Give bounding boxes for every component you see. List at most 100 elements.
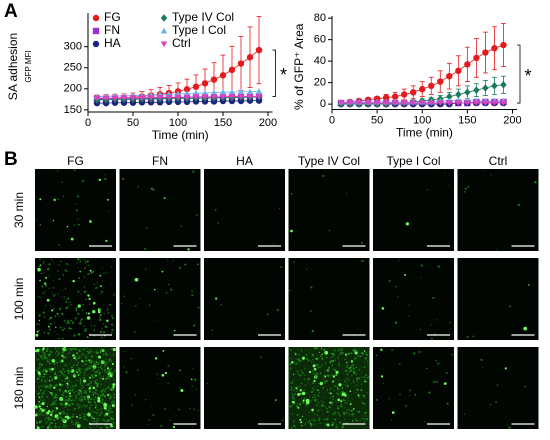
speckle bbox=[449, 321, 452, 324]
speckle bbox=[65, 322, 68, 324]
speckle bbox=[301, 372, 304, 375]
speckle bbox=[343, 413, 345, 415]
speckle bbox=[38, 314, 41, 317]
speckle bbox=[99, 395, 102, 398]
speckle bbox=[322, 388, 324, 390]
speckle bbox=[337, 407, 340, 410]
speckle bbox=[110, 411, 114, 414]
speckle bbox=[523, 326, 528, 331]
speckle bbox=[38, 413, 41, 416]
speckle bbox=[57, 170, 59, 172]
speckle bbox=[102, 353, 104, 355]
speckle bbox=[59, 416, 62, 419]
marker bbox=[464, 61, 471, 68]
speckle bbox=[348, 370, 351, 373]
speckle bbox=[82, 412, 84, 415]
speckle bbox=[47, 390, 49, 392]
speckle bbox=[45, 350, 49, 353]
speckle bbox=[78, 417, 81, 420]
image-bg bbox=[288, 258, 370, 340]
speckle bbox=[82, 400, 84, 402]
speckle bbox=[89, 359, 93, 362]
speckle bbox=[84, 370, 87, 372]
speckle bbox=[84, 418, 87, 420]
marker bbox=[219, 72, 227, 79]
speckle bbox=[349, 390, 352, 393]
speckle bbox=[71, 421, 73, 423]
speckle bbox=[76, 352, 79, 355]
x-tick-label: 0 bbox=[85, 117, 91, 129]
speckle bbox=[426, 188, 429, 191]
speckle bbox=[463, 190, 466, 193]
speckle bbox=[111, 404, 115, 408]
speckle bbox=[301, 391, 306, 396]
speckle bbox=[305, 353, 307, 356]
speckle bbox=[80, 396, 83, 398]
speckle bbox=[328, 229, 331, 232]
speckle bbox=[94, 396, 97, 399]
speckle bbox=[85, 368, 89, 371]
speckle bbox=[73, 169, 76, 172]
speckle bbox=[112, 400, 115, 403]
speckle bbox=[85, 298, 88, 301]
speckle bbox=[89, 348, 90, 350]
speckle bbox=[336, 387, 340, 391]
speckle bbox=[367, 363, 369, 365]
speckle bbox=[93, 370, 96, 373]
speckle bbox=[105, 381, 107, 383]
speckle bbox=[108, 418, 111, 422]
speckle bbox=[45, 421, 48, 424]
speckle bbox=[45, 401, 47, 402]
speckle bbox=[62, 410, 65, 413]
speckle bbox=[348, 414, 350, 416]
speckle bbox=[290, 361, 294, 364]
speckle bbox=[54, 352, 56, 354]
speckle bbox=[313, 389, 315, 391]
speckle bbox=[83, 376, 86, 379]
speckle bbox=[93, 426, 95, 428]
speckle bbox=[83, 414, 85, 416]
speckle bbox=[42, 426, 44, 427]
speckle bbox=[53, 198, 56, 202]
speckle bbox=[359, 419, 361, 422]
speckle bbox=[314, 399, 317, 402]
speckle bbox=[86, 393, 87, 395]
speckle bbox=[105, 239, 108, 242]
speckle bbox=[95, 409, 97, 411]
speckle bbox=[38, 400, 40, 403]
speckle bbox=[328, 392, 331, 395]
speckle bbox=[100, 290, 104, 294]
speckle bbox=[84, 406, 86, 408]
speckle bbox=[293, 389, 295, 392]
speckle bbox=[312, 370, 314, 372]
speckle bbox=[172, 425, 176, 429]
speckle bbox=[93, 398, 96, 401]
speckle bbox=[358, 368, 361, 371]
speckle bbox=[55, 326, 57, 329]
speckle bbox=[149, 409, 151, 411]
speckle bbox=[364, 411, 367, 415]
speckle bbox=[121, 177, 125, 180]
speckle bbox=[76, 421, 79, 424]
speckle bbox=[330, 409, 332, 411]
marker bbox=[129, 95, 137, 101]
speckle bbox=[295, 362, 298, 365]
speckle bbox=[51, 309, 53, 311]
speckle bbox=[325, 356, 328, 359]
speckle bbox=[495, 400, 497, 403]
speckle bbox=[506, 424, 508, 426]
speckle bbox=[211, 329, 214, 332]
speckle bbox=[331, 352, 333, 354]
speckle bbox=[96, 355, 98, 357]
speckle bbox=[113, 379, 115, 381]
x-tick-label: 100 bbox=[413, 114, 431, 126]
speckle bbox=[364, 378, 366, 380]
speckle bbox=[42, 262, 44, 265]
speckle bbox=[326, 423, 330, 427]
speckle bbox=[77, 406, 80, 409]
speckle bbox=[57, 352, 60, 355]
speckle bbox=[352, 421, 354, 423]
speckle bbox=[46, 411, 50, 415]
speckle bbox=[352, 379, 354, 381]
speckle bbox=[356, 388, 359, 392]
